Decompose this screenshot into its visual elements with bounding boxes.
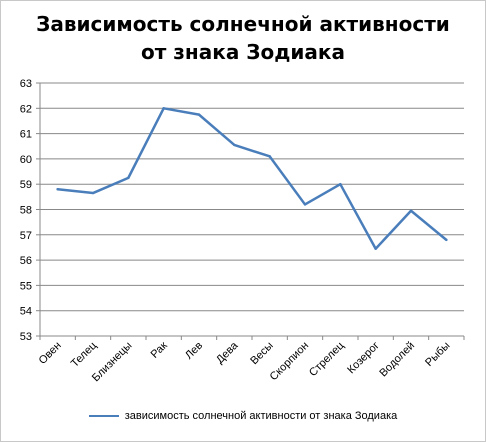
y-tick-label: 57 [20, 230, 32, 242]
data-point [374, 247, 377, 250]
legend-line-swatch [88, 415, 119, 417]
chart-title: Зависимость солнечной активности от знак… [0, 10, 486, 66]
x-tick-label: Овен [37, 340, 64, 367]
data-point [233, 143, 236, 147]
data-point [56, 188, 59, 191]
legend-label: зависимость солнечной активности от знак… [124, 410, 398, 422]
y-tick-label: 62 [20, 103, 32, 115]
data-point [162, 107, 165, 110]
y-tick-label: 54 [20, 306, 32, 318]
x-tick-label: Весы [248, 340, 276, 368]
chart-title-line-2: от знака Зодиака [141, 40, 345, 64]
data-point [303, 203, 307, 206]
y-tick-label: 63 [20, 78, 32, 90]
x-tick-label: Скорпион [268, 340, 311, 383]
y-tick-label: 61 [20, 129, 32, 141]
chart-title-line-1: Зависимость солнечной активности [36, 12, 450, 36]
y-tick-label: 55 [20, 280, 32, 292]
y-tick-label: 60 [20, 154, 32, 166]
data-point [91, 191, 95, 195]
x-tick-label: Рыбы [423, 340, 452, 369]
y-tick-label: 59 [20, 179, 32, 191]
x-tick-label: Телец [69, 339, 100, 370]
data-point [445, 238, 448, 242]
x-tick-label: Лев [183, 340, 205, 362]
x-tick-label: Стрелец [307, 339, 347, 379]
x-tick-label: Водолей [377, 340, 417, 380]
data-point [268, 155, 271, 158]
data-point [127, 176, 130, 180]
chart-legend: зависимость солнечной активности от знак… [0, 410, 486, 422]
data-point [339, 183, 342, 186]
y-tick-label: 56 [20, 255, 32, 267]
x-tick-label: Дева [214, 339, 241, 366]
data-point [197, 113, 201, 116]
series-line [56, 107, 448, 250]
y-tick-label: 58 [20, 205, 32, 217]
x-tick-label: Рак [149, 340, 170, 361]
y-tick-label: 53 [20, 331, 32, 343]
data-point [409, 209, 413, 212]
